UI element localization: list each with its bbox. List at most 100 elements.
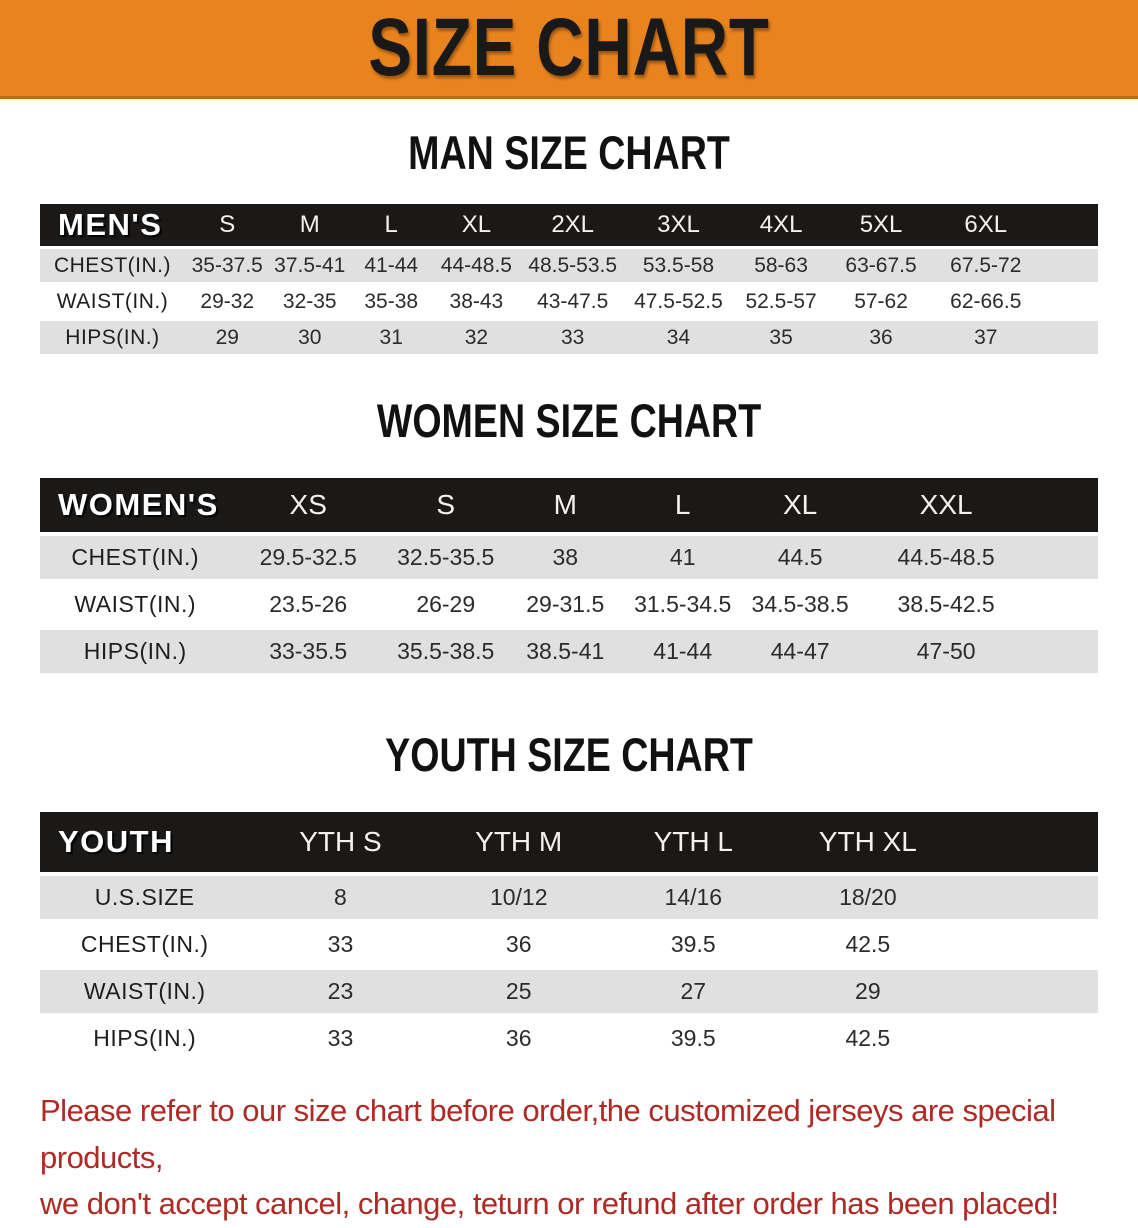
cell-spacer: [955, 970, 1098, 1013]
men-section-heading: MAN SIZE CHART: [408, 126, 730, 179]
table-cell: 23.5-26: [230, 583, 386, 626]
table-cell: 32: [432, 321, 521, 354]
table-row: CHEST(IN.) 33 36 39.5 42.5: [40, 923, 1098, 966]
table-cell: 38.5-42.5: [859, 583, 1033, 626]
table-cell: 38-43: [432, 285, 521, 318]
row-label: HIPS(IN.): [40, 1017, 250, 1060]
table-cell: 47.5-52.5: [625, 285, 732, 318]
row-label: WAIST(IN.): [40, 583, 231, 626]
table-cell: 10/12: [431, 876, 606, 919]
row-label: CHEST(IN.): [40, 536, 231, 579]
table-cell: 32.5-35.5: [385, 536, 506, 579]
cell-spacer: [955, 876, 1098, 919]
table-row: WAIST(IN.) 29-32 32-35 35-38 38-43 43-47.5 47.…: [40, 285, 1098, 318]
table-cell: 63-67.5: [830, 249, 932, 282]
table-cell: 36: [830, 321, 932, 354]
table-header-row: MEN'S S M L XL 2XL 3XL 4XL 5XL 6XL: [40, 204, 1098, 246]
men-size-section: MAN SIZE CHART MEN'S S M L XL 2XL 3XL 4XL 5XL 6XL…: [0, 125, 1138, 357]
table-cell: 26-29: [385, 583, 506, 626]
table-cell: 62-66.5: [931, 285, 1040, 318]
table-cell: 41-44: [349, 249, 433, 282]
row-label: HIPS(IN.): [40, 630, 231, 673]
table-cell: 53.5-58: [625, 249, 732, 282]
header-spacer: [1032, 478, 1098, 532]
table-cell: 42.5: [780, 923, 956, 966]
table-cell: 29: [184, 321, 270, 354]
column-header: YTH XL: [780, 812, 956, 872]
table-header-label: MEN'S: [40, 204, 185, 246]
table-cell: 58-63: [731, 249, 831, 282]
table-cell: 47-50: [859, 630, 1033, 673]
column-header: M: [505, 478, 626, 532]
table-cell: 67.5-72: [931, 249, 1040, 282]
table-header-label: YOUTH: [40, 812, 250, 872]
column-header: XXL: [859, 478, 1033, 532]
cell-spacer: [1032, 630, 1098, 673]
women-size-section: WOMEN SIZE CHART WOMEN'S XS S M L XL XXL CHEST(…: [0, 393, 1138, 677]
cell-spacer: [955, 1017, 1098, 1060]
column-header: XL: [740, 478, 860, 532]
table-cell: 34.5-38.5: [740, 583, 860, 626]
cell-spacer: [1039, 285, 1098, 318]
table-cell: 31.5-34.5: [625, 583, 741, 626]
column-header: L: [349, 204, 433, 246]
table-cell: 33: [249, 1017, 432, 1060]
table-header-row: YOUTH YTH S YTH M YTH L YTH XL: [40, 812, 1098, 872]
row-label: HIPS(IN.): [40, 321, 185, 354]
table-cell: 25: [431, 970, 606, 1013]
table-cell: 27: [606, 970, 781, 1013]
column-header: YTH S: [249, 812, 432, 872]
table-cell: 41: [625, 536, 741, 579]
youth-size-section: YOUTH SIZE CHART YOUTH YTH S YTH M YTH L YTH…: [0, 727, 1138, 1064]
table-row: HIPS(IN.) 33-35.5 35.5-38.5 38.5-41 41-44 44-…: [40, 630, 1098, 673]
disclaimer-line-1: Please refer to our size chart before or…: [40, 1093, 1056, 1175]
table-row: WAIST(IN.) 23.5-26 26-29 29-31.5 31.5-34.5 34…: [40, 583, 1098, 626]
table-cell: 44.5: [740, 536, 860, 579]
women-size-table: WOMEN'S XS S M L XL XXL CHEST(IN.) 29.5-32.5 32.5…: [40, 474, 1098, 677]
table-cell: 30: [269, 321, 350, 354]
header-spacer: [1039, 204, 1098, 246]
table-cell: 35: [731, 321, 831, 354]
row-label: CHEST(IN.): [40, 923, 250, 966]
table-cell: 48.5-53.5: [520, 249, 626, 282]
table-header-row: WOMEN'S XS S M L XL XXL: [40, 478, 1098, 532]
table-cell: 38: [505, 536, 626, 579]
table-cell: 36: [431, 1017, 606, 1060]
column-header: 3XL: [625, 204, 732, 246]
table-cell: 23: [249, 970, 432, 1013]
table-cell: 29: [780, 970, 956, 1013]
table-cell: 14/16: [606, 876, 781, 919]
table-cell: 41-44: [625, 630, 741, 673]
table-cell: 8: [249, 876, 432, 919]
column-header: XS: [230, 478, 386, 532]
cell-spacer: [1039, 249, 1098, 282]
youth-size-table: YOUTH YTH S YTH M YTH L YTH XL U.S.SIZE 8 10/12…: [40, 808, 1098, 1064]
table-row: HIPS(IN.) 33 36 39.5 42.5: [40, 1017, 1098, 1060]
header-spacer: [955, 812, 1098, 872]
column-header: 6XL: [931, 204, 1040, 246]
column-header: L: [625, 478, 741, 532]
cell-spacer: [1032, 536, 1098, 579]
table-cell: 52.5-57: [731, 285, 831, 318]
table-row: HIPS(IN.) 29 30 31 32 33 34 35 36 37: [40, 321, 1098, 354]
table-cell: 34: [625, 321, 732, 354]
table-cell: 38.5-41: [505, 630, 626, 673]
table-cell: 33: [249, 923, 432, 966]
table-cell: 43-47.5: [520, 285, 626, 318]
table-cell: 35.5-38.5: [385, 630, 506, 673]
youth-section-heading: YOUTH SIZE CHART: [385, 728, 753, 781]
column-header: 5XL: [830, 204, 932, 246]
table-cell: 33: [520, 321, 626, 354]
column-header: 4XL: [731, 204, 831, 246]
column-header: M: [269, 204, 350, 246]
table-cell: 31: [349, 321, 433, 354]
table-cell: 44-48.5: [432, 249, 521, 282]
table-cell: 37: [931, 321, 1040, 354]
table-cell: 44.5-48.5: [859, 536, 1033, 579]
size-chart-banner: SIZE CHART: [0, 0, 1138, 99]
table-row: CHEST(IN.) 35-37.5 37.5-41 41-44 44-48.5 48.5…: [40, 249, 1098, 282]
table-cell: 57-62: [830, 285, 932, 318]
table-cell: 35-37.5: [184, 249, 270, 282]
table-cell: 18/20: [780, 876, 956, 919]
men-size-table: MEN'S S M L XL 2XL 3XL 4XL 5XL 6XL CHEST(IN.) 35-37…: [40, 201, 1098, 357]
